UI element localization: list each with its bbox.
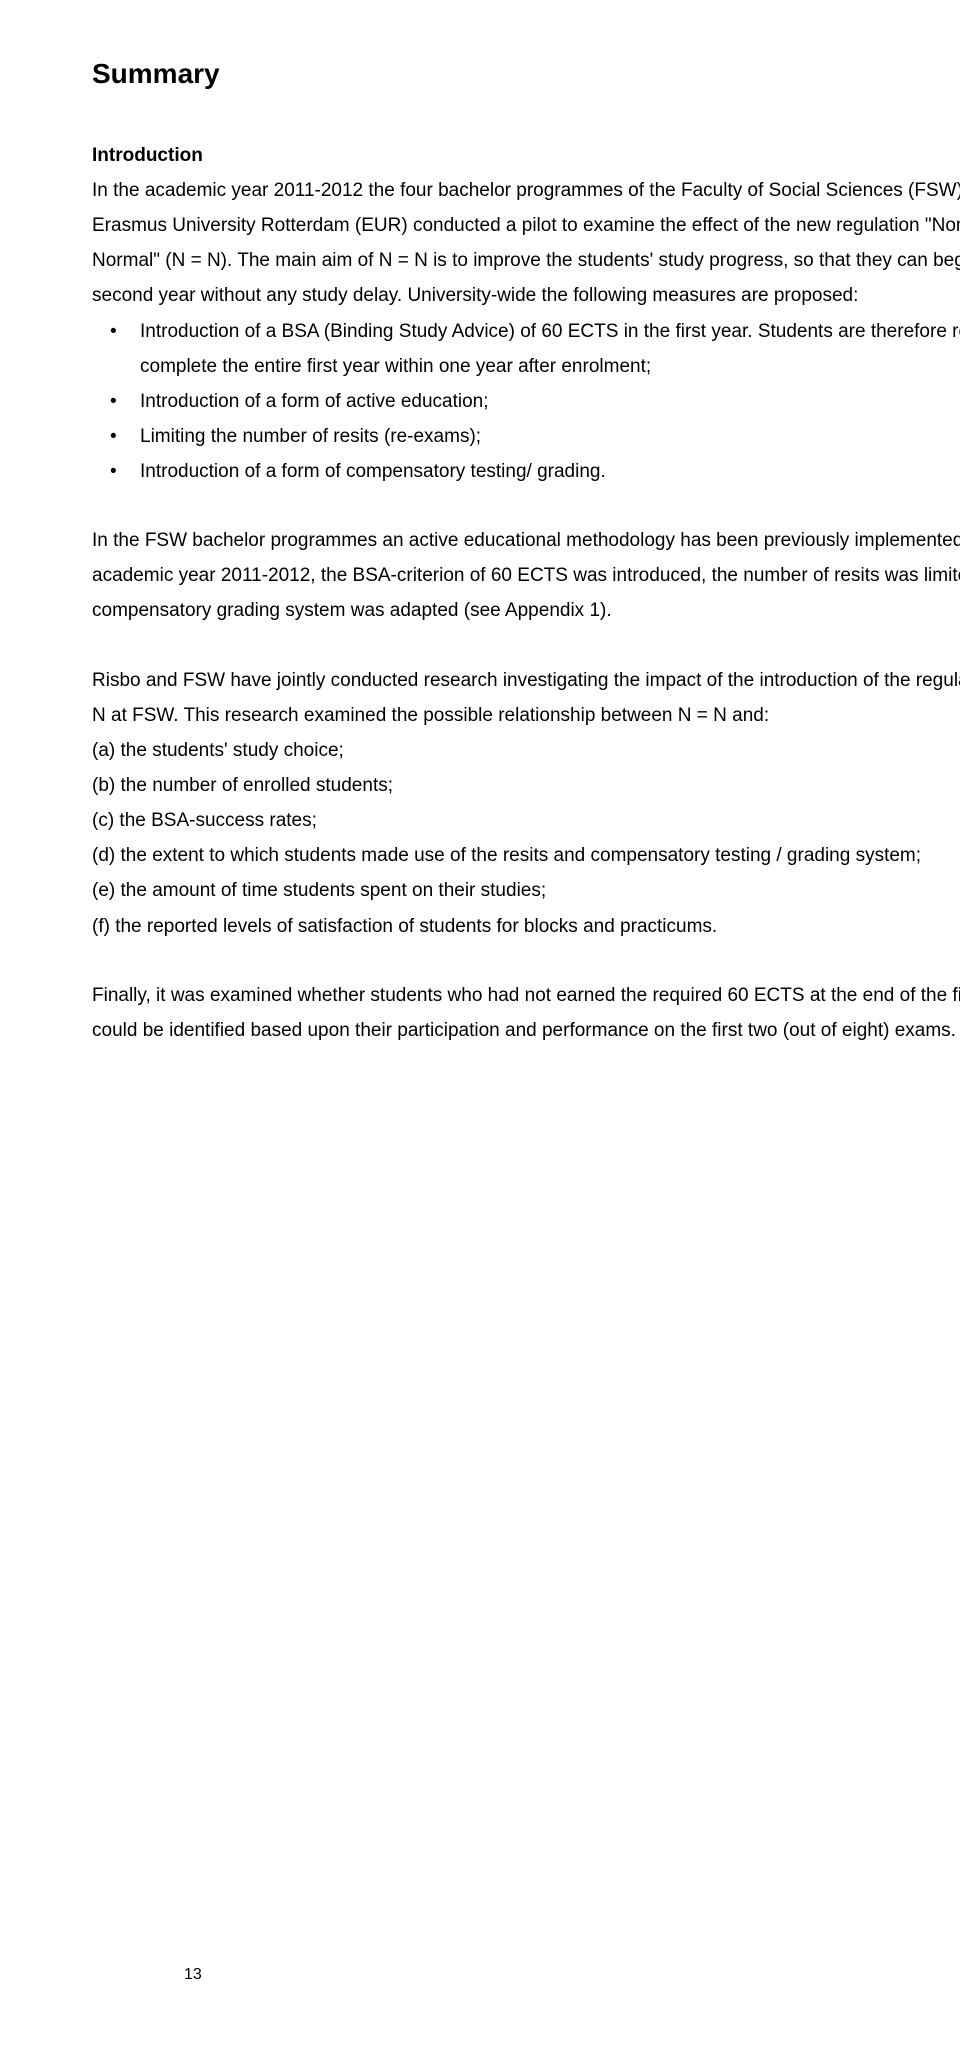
list-item: Introduction of a form of active educati… — [92, 384, 960, 419]
paragraph-fsw: In the FSW bachelor programmes an active… — [92, 523, 960, 628]
intro-paragraph: In the academic year 2011-2012 the four … — [92, 173, 960, 314]
lettered-item: (f) the reported levels of satisfaction … — [92, 909, 960, 944]
list-item: Introduction of a BSA (Binding Study Adv… — [92, 314, 960, 384]
measures-list: Introduction of a BSA (Binding Study Adv… — [92, 314, 960, 490]
lettered-item: (e) the amount of time students spent on… — [92, 873, 960, 908]
list-item: Limiting the number of resits (re-exams)… — [92, 419, 960, 454]
lettered-item: (a) the students' study choice; — [92, 733, 960, 768]
paragraph-finally: Finally, it was examined whether student… — [92, 978, 960, 1048]
section-heading: Introduction — [92, 138, 960, 173]
page-title: Summary — [92, 48, 960, 100]
page-number: 13 — [184, 1960, 202, 1990]
list-item: Introduction of a form of compensatory t… — [92, 454, 960, 489]
lettered-item: (c) the BSA-success rates; — [92, 803, 960, 838]
lettered-item: (d) the extent to which students made us… — [92, 838, 960, 873]
lettered-item: (b) the number of enrolled students; — [92, 768, 960, 803]
paragraph-research: Risbo and FSW have jointly conducted res… — [92, 663, 960, 733]
